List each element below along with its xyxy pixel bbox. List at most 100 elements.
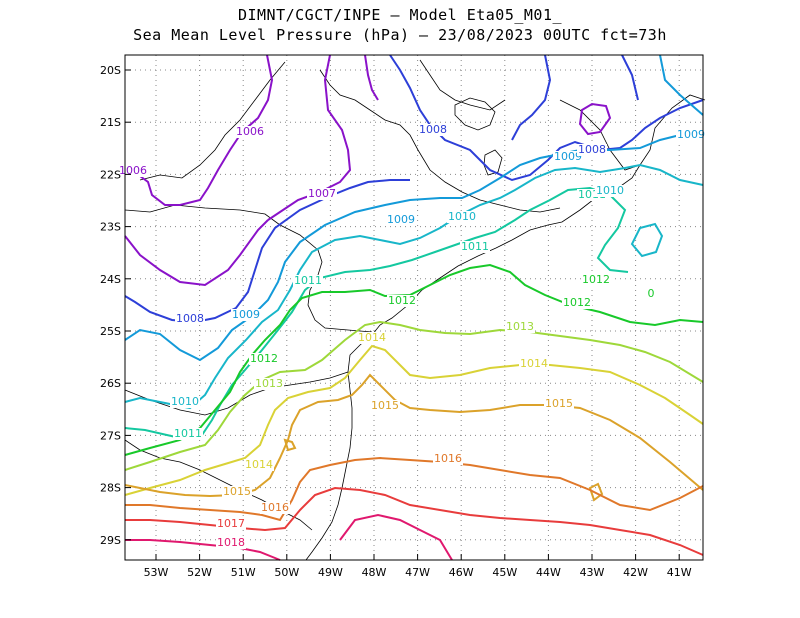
isobar-label: 1015	[371, 399, 399, 412]
border-8	[419, 59, 506, 111]
isobar-label-bg	[307, 188, 337, 200]
lon-tick-label: 46W	[449, 566, 474, 579]
isobar-label-bg	[460, 241, 490, 253]
lon-tick-label: 47W	[405, 566, 430, 579]
isobar-1009	[124, 129, 704, 362]
border-7	[559, 99, 641, 171]
isobar-label: 1010	[171, 395, 199, 408]
lon-tick-label: 50W	[274, 566, 299, 579]
isobar-label-bg	[581, 274, 611, 286]
lon-tick-label: 52W	[187, 566, 212, 579]
isobar-label-bg	[544, 398, 574, 410]
lat-tick-label: 28S	[100, 482, 121, 495]
isobar-label: 1015	[223, 485, 251, 498]
isobar-label-bg	[676, 129, 706, 141]
isobar-label: 1018	[217, 536, 245, 549]
isobar-1007	[124, 219, 269, 287]
isobar-label: 1012	[582, 273, 610, 286]
isobar-label: 1015	[545, 397, 573, 410]
isobar-1010	[124, 163, 704, 410]
lat-tick-label: 25S	[100, 325, 121, 338]
isobar-label: 1009	[554, 150, 582, 163]
isobar-label: 1009	[232, 308, 260, 321]
isobar-label: 1012	[250, 352, 278, 365]
lon-tick-label: 41W	[667, 566, 692, 579]
isobar-label: 1006	[236, 125, 264, 138]
isobar-label: 1008	[176, 312, 204, 325]
isobar-label-bg	[519, 358, 549, 370]
isobar-label: 1014	[245, 458, 273, 471]
isobar-label-bg	[433, 453, 463, 465]
isobar-label-bg	[386, 214, 416, 226]
lon-tick-label: 53W	[144, 566, 169, 579]
isobar-label: 1009	[677, 128, 705, 141]
lat-tick-label: 23S	[100, 221, 121, 234]
isobar-label: 0	[648, 287, 655, 300]
isobar-1007	[578, 102, 612, 136]
grid-lines	[125, 55, 703, 560]
isobar-label: 1013	[506, 320, 534, 333]
lat-tick-label: 21S	[100, 116, 121, 129]
isobar-1006	[364, 54, 379, 101]
isobar-label-bg	[235, 126, 265, 138]
isobar-label-bg	[216, 518, 246, 530]
isobar-1010	[630, 222, 664, 258]
isobar-label-bg	[505, 321, 535, 333]
coastline-and-borders	[124, 59, 706, 561]
lon-tick-label: 51W	[231, 566, 256, 579]
isobar-label: 1008	[578, 143, 606, 156]
isobar-1015	[124, 373, 704, 498]
isobar-label-bg	[231, 309, 261, 321]
border-3	[139, 61, 286, 181]
isobar-label-bg	[553, 151, 583, 163]
isobar-1014	[124, 344, 704, 496]
isobar-label: 1010	[596, 184, 624, 197]
isobar-1015	[588, 482, 604, 502]
isobar-label: 1014	[358, 331, 386, 344]
lon-tick-label: 43W	[580, 566, 605, 579]
isobar-label: 1011	[461, 240, 489, 253]
isobar-label: 1007	[308, 187, 336, 200]
isobar-label: 1012	[388, 294, 416, 307]
isobar-label-bg	[418, 124, 448, 136]
isobar-label-bg	[249, 353, 279, 365]
border-5	[479, 199, 561, 213]
isobar-label-bg	[216, 537, 246, 549]
border-4	[319, 69, 481, 201]
isobar-1009	[659, 54, 704, 116]
isobar-label: 1013	[255, 377, 283, 390]
isobar-label: 1011	[294, 274, 322, 287]
lat-tick-label: 26S	[100, 377, 121, 390]
lat-tick-label: 27S	[100, 429, 121, 442]
isobar-label-bg	[170, 396, 200, 408]
isobar-1018	[339, 513, 453, 561]
isobar-label-bg	[175, 313, 205, 325]
isobar-label-bg	[173, 428, 203, 440]
map-frame	[124, 54, 704, 561]
isobar-1016	[125, 456, 704, 522]
isobar-label-bg	[447, 211, 477, 223]
isobar-label: 1012	[563, 296, 591, 309]
isobars	[124, 54, 704, 561]
lon-tick-label: 49W	[318, 566, 343, 579]
isobar-labels: 1006100710081008100910091009101010101010…	[118, 123, 706, 549]
isobar-label-bg	[646, 288, 656, 300]
isobar-label-bg	[357, 332, 387, 344]
isobar-label-bg	[222, 486, 252, 498]
isobar-label-bg	[562, 297, 592, 309]
border-1	[124, 204, 373, 333]
isobar-label-bg	[293, 275, 323, 287]
isobar-label: 1016	[434, 452, 462, 465]
isobar-1008	[511, 54, 552, 141]
isobar-1006	[124, 54, 274, 206]
isobar-label-bg	[577, 144, 607, 156]
axis-ticks: 53W 52W 51W 50W 49W 48W 47W 46W 45W 44W 43W 42W 41W 2…	[100, 64, 692, 579]
isobar-1018	[125, 539, 281, 561]
isobar-label-bg	[254, 378, 284, 390]
isobar-1015	[283, 438, 297, 452]
isobar-label-bg	[370, 400, 400, 412]
isobar-label-bg	[595, 185, 625, 197]
isobar-1008	[621, 54, 639, 101]
isobar-1007	[267, 54, 352, 221]
